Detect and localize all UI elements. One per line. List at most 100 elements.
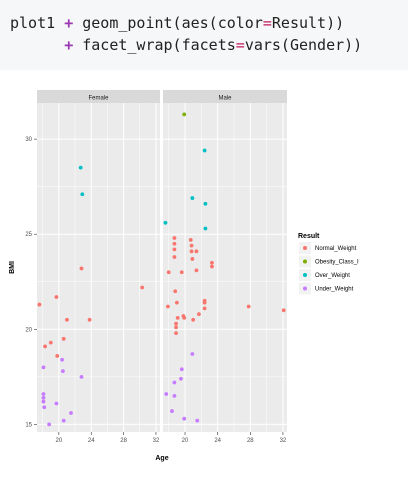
data-point (54, 401, 59, 406)
data-point (60, 369, 65, 374)
code-plus-operator: + (64, 14, 74, 32)
data-point (246, 304, 251, 309)
data-point (41, 395, 46, 400)
data-point (210, 264, 214, 269)
data-point (195, 418, 200, 423)
panel-background (163, 103, 287, 432)
data-point (210, 260, 214, 265)
facet-panels: Female Male (37, 90, 287, 432)
code-plus-operator: + (64, 36, 74, 54)
data-point (179, 270, 184, 275)
x-tick-label: 20 (182, 438, 189, 444)
code-snippet: plot1 + geom_point(aes(color=Result)) + … (0, 0, 408, 70)
data-point (61, 418, 66, 423)
data-point (61, 336, 66, 341)
data-point (173, 289, 178, 294)
data-point (189, 243, 194, 248)
data-point (79, 266, 84, 271)
facet-strip (37, 90, 160, 103)
data-point (42, 405, 47, 410)
data-point (190, 257, 195, 261)
data-point (172, 380, 177, 385)
data-point (174, 325, 178, 330)
x-tick-label: 28 (247, 438, 254, 444)
legend-marker (303, 259, 307, 264)
data-point (80, 192, 85, 197)
data-point (188, 238, 193, 242)
x-tick-label: 32 (153, 438, 160, 444)
data-point (182, 416, 187, 421)
data-point (87, 317, 92, 322)
axes: 20 24 28 32 20 24 28 32 15 20 25 30 Age BMI (9, 137, 287, 462)
code-line-1: plot1 + geom_point(aes(color=Result)) (10, 13, 344, 34)
data-point (164, 392, 169, 396)
data-point (191, 317, 196, 322)
data-point (194, 268, 199, 273)
data-point (203, 201, 208, 206)
data-point (165, 304, 170, 309)
data-point (163, 220, 168, 225)
data-point (202, 300, 207, 305)
data-point (37, 302, 42, 307)
data-point (189, 249, 194, 254)
data-point (194, 249, 199, 254)
data-point (172, 236, 177, 240)
data-point (172, 393, 177, 398)
x-axis-title: Age (155, 455, 168, 462)
data-point (174, 331, 178, 336)
data-point (172, 241, 177, 246)
legend-label: Under_Weight (315, 287, 354, 293)
data-point (140, 285, 145, 290)
data-point (41, 365, 46, 370)
y-tick-label: 15 (25, 422, 32, 428)
code-equals: = (235, 36, 245, 54)
legend-label: Normal_Weight (315, 246, 357, 252)
legend-label: Over_Weight (315, 273, 350, 279)
x-tick-label: 20 (56, 438, 63, 444)
data-point (190, 196, 195, 200)
data-point (174, 300, 179, 305)
code-call: facet_wrap(facets (82, 36, 236, 54)
data-point (175, 315, 180, 320)
data-point (202, 148, 207, 153)
y-tick-label: 20 (25, 327, 32, 333)
data-point (190, 352, 195, 356)
facet-strip (163, 90, 287, 103)
facet-strip-label: Female (88, 96, 109, 102)
code-call: geom_point(aes(color (82, 14, 263, 32)
data-point (78, 165, 83, 170)
x-tick-label: 24 (88, 438, 95, 444)
data-point (65, 317, 69, 322)
data-point (54, 295, 59, 299)
y-tick-label: 25 (25, 232, 32, 238)
data-point (55, 354, 60, 358)
code-line-2: + facet_wrap(facets=vars(Gender)) (10, 35, 362, 56)
data-point (179, 367, 184, 372)
legend-marker (303, 246, 307, 250)
legend-marker (303, 286, 307, 291)
data-point (174, 321, 178, 326)
data-point (182, 112, 187, 117)
facet-strip-label: Male (218, 96, 232, 102)
code-object: plot1 (10, 14, 56, 32)
code-rest: Result)) (271, 14, 345, 32)
x-tick-label: 24 (214, 438, 221, 444)
y-axis-title: BMI (9, 261, 16, 274)
x-tick-label: 32 (280, 438, 287, 444)
data-point (48, 340, 53, 345)
data-point (79, 374, 84, 379)
data-point (69, 411, 73, 415)
code-rest: vars(Gender)) (244, 36, 363, 54)
data-point (281, 308, 286, 313)
data-point (60, 357, 64, 362)
data-point (202, 306, 207, 311)
data-point (41, 399, 46, 404)
data-point (170, 409, 174, 413)
y-tick-label: 30 (25, 137, 32, 143)
data-point (196, 312, 201, 316)
data-point (172, 255, 177, 259)
x-tick-label: 28 (120, 438, 127, 444)
data-point (203, 226, 208, 231)
data-point (179, 376, 183, 381)
data-point (43, 344, 47, 349)
